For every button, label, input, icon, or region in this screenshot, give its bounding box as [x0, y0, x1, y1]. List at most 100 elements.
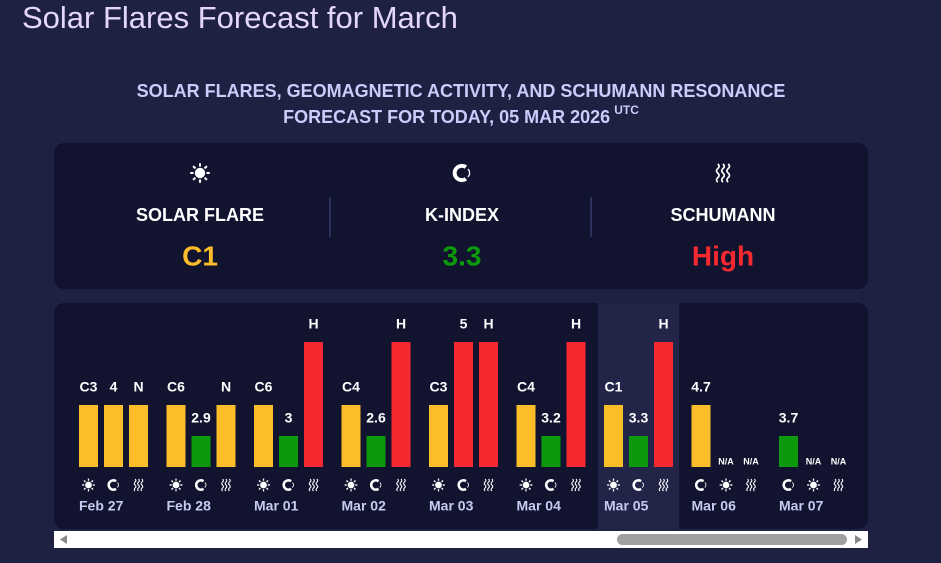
k_index-icon — [544, 479, 557, 491]
summary-value: C1 — [182, 240, 218, 271]
solar-icon — [257, 478, 270, 492]
icon-part — [487, 478, 490, 492]
icon-part — [728, 480, 731, 483]
icon-part — [91, 487, 94, 490]
forecast-bar — [304, 342, 323, 467]
bar-label: 3 — [285, 410, 293, 426]
icon-part — [544, 479, 555, 491]
icon-part — [353, 480, 356, 483]
icon-part — [574, 478, 578, 492]
icon-part — [704, 482, 707, 488]
bar-label: H — [658, 316, 668, 332]
icon-part — [791, 482, 794, 488]
bar-label: H — [396, 316, 406, 332]
icon-part — [85, 481, 92, 489]
forecast-bar — [654, 342, 673, 467]
subtitle: FORECAST FOR TODAY, 05 MAR 2026 UTC — [283, 103, 639, 127]
icon-part — [192, 165, 197, 170]
bar-label: C4 — [342, 379, 360, 395]
forecast-bar — [216, 405, 236, 467]
icon-part — [571, 478, 574, 492]
icon-part — [266, 487, 269, 490]
icon-part — [441, 480, 444, 483]
icon-part — [641, 482, 644, 488]
summary-label: SCHUMANN — [671, 205, 776, 225]
solar-icon — [169, 478, 183, 492]
scroll-right[interactable] — [855, 535, 862, 544]
icon-part — [808, 480, 811, 483]
icon-part — [521, 487, 524, 490]
icon-part — [840, 478, 844, 492]
k_index-icon — [632, 479, 644, 491]
bar-label: C3 — [430, 379, 448, 395]
schumann-icon — [483, 478, 494, 492]
icon-part — [258, 480, 261, 483]
summary-label: SOLAR FLARE — [136, 205, 264, 225]
bar-label: C6 — [167, 379, 185, 395]
forecast-bar — [79, 405, 98, 467]
solar-icon — [344, 478, 358, 492]
bar-label: C3 — [80, 379, 98, 395]
solar-icon — [519, 478, 533, 492]
icon-part — [194, 167, 206, 179]
icon-part — [308, 478, 312, 492]
solar-icon — [190, 163, 210, 183]
scroll-thumb[interactable] — [617, 534, 847, 545]
solar-icon — [82, 478, 95, 492]
k_index-icon — [194, 479, 207, 491]
icon-part — [616, 480, 619, 483]
day-label: Mar 01 — [254, 498, 299, 514]
forecast-bar — [479, 342, 498, 467]
forecast-bar — [566, 342, 586, 467]
icon-part — [291, 482, 294, 488]
bar-label: N — [133, 379, 143, 395]
icon-part — [833, 478, 837, 492]
icon-part — [353, 487, 356, 490]
icon-part — [457, 479, 467, 491]
subtitle-date: FORECAST FOR TODAY, 05 MAR 2026 — [283, 107, 610, 127]
bar-label: 3.3 — [629, 410, 649, 426]
bar-label: 3.7 — [779, 410, 799, 426]
icon-part — [192, 176, 197, 181]
icon-part — [753, 478, 756, 492]
icon-part — [83, 480, 86, 483]
page-title: Solar Flares Forecast for March — [22, 0, 458, 35]
forecast-bar — [191, 436, 211, 467]
schumann-icon — [133, 478, 144, 492]
icon-part — [522, 481, 530, 489]
icon-part — [140, 478, 144, 492]
icon-part — [810, 481, 817, 489]
icon-part — [83, 487, 86, 490]
bar-label: C1 — [605, 379, 623, 395]
day-label: Feb 28 — [167, 498, 212, 514]
summary-label: K-INDEX — [425, 205, 499, 225]
k_index-icon — [369, 479, 382, 491]
bar-label: N/A — [806, 456, 822, 466]
icon-part — [490, 478, 494, 492]
icon-part — [171, 487, 174, 490]
scroll-left[interactable] — [60, 535, 67, 544]
icon-part — [346, 487, 349, 490]
forecast-bar — [541, 436, 561, 467]
icon-part — [721, 480, 724, 483]
icon-part — [728, 487, 731, 490]
icon-part — [312, 478, 315, 492]
icon-part — [379, 482, 382, 488]
solar-icon — [607, 478, 620, 492]
day-label: Mar 04 — [517, 498, 562, 514]
icon-part — [203, 165, 208, 170]
icon-part — [228, 478, 231, 492]
icon-part — [578, 478, 581, 492]
icon-part — [816, 487, 819, 490]
icon-part — [433, 480, 436, 483]
k_index-icon — [694, 479, 707, 491]
schumann-icon — [221, 478, 231, 492]
icon-part — [608, 480, 611, 483]
bar-label: N — [221, 379, 231, 395]
icon-part — [137, 478, 140, 492]
bar-label: N/A — [718, 456, 734, 466]
summary-value: 3.3 — [443, 240, 482, 271]
schumann-icon — [715, 163, 731, 183]
schumann-icon — [396, 478, 406, 492]
icon-part — [749, 478, 753, 492]
